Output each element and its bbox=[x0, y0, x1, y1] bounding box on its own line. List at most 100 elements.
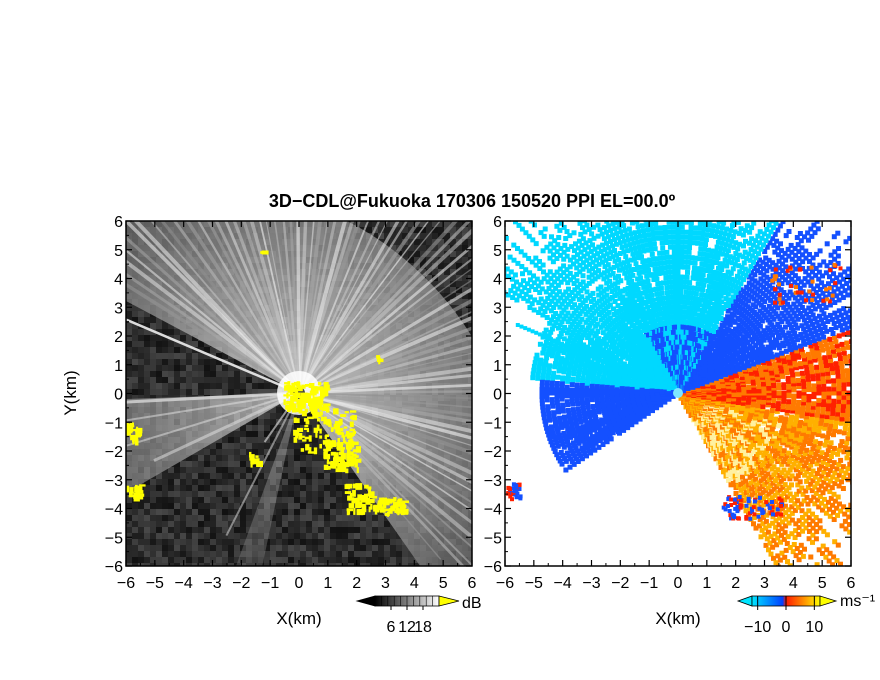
flagged-echo-cell bbox=[136, 488, 143, 494]
reflectivity-speckle-cell bbox=[186, 371, 192, 377]
flagged-echo-cell bbox=[358, 509, 365, 515]
reflectivity-speckle-cell bbox=[228, 449, 234, 455]
reflectivity-speckle-cell bbox=[186, 467, 192, 473]
reflectivity-speckle-cell bbox=[342, 509, 348, 515]
reflectivity-speckle-cell bbox=[150, 521, 156, 527]
reflectivity-speckle-cell bbox=[144, 323, 150, 329]
flagged-echo-cell bbox=[296, 399, 303, 403]
velocity-cell bbox=[757, 523, 762, 529]
reflectivity-ray bbox=[297, 221, 472, 395]
velocity-cell bbox=[827, 458, 833, 463]
reflectivity-speckle-cell bbox=[144, 347, 150, 353]
reflectivity-speckle-cell bbox=[306, 539, 312, 545]
reflectivity-speckle-cell bbox=[324, 473, 330, 479]
velocity-cell bbox=[814, 522, 819, 527]
reflectivity-speckle-cell bbox=[162, 515, 168, 521]
reflectivity-speckle-cell bbox=[210, 521, 216, 527]
velocity-cell bbox=[781, 467, 787, 473]
reflectivity-speckle-cell bbox=[264, 563, 270, 566]
reflectivity-speckle-cell bbox=[396, 545, 402, 551]
reflectivity-speckle-cell bbox=[378, 539, 384, 545]
y-tick-label: −3 bbox=[105, 473, 123, 490]
velocity-cell bbox=[789, 531, 795, 537]
flagged-echo-cell bbox=[329, 442, 333, 449]
reflectivity-speckle-cell bbox=[174, 359, 180, 365]
velocity-cell bbox=[778, 478, 784, 484]
reflectivity-speckle-cell bbox=[216, 383, 222, 389]
reflectivity-speckle-cell bbox=[354, 479, 360, 485]
reflectivity-speckle-cell bbox=[414, 563, 420, 566]
reflectivity-speckle-cell bbox=[174, 527, 180, 533]
reflectivity-speckle-cell bbox=[252, 443, 258, 449]
reflectivity-speckle-cell bbox=[174, 341, 180, 347]
reflectivity-speckle-cell bbox=[144, 521, 150, 527]
reflectivity-speckle-cell bbox=[270, 455, 276, 461]
velocity-cell bbox=[783, 523, 789, 529]
velocity-cell bbox=[777, 445, 783, 451]
reflectivity-speckle-cell bbox=[396, 563, 402, 566]
reflectivity-speckle-cell bbox=[150, 359, 156, 365]
flagged-echo-cell bbox=[291, 395, 299, 402]
velocity-cell bbox=[766, 491, 772, 497]
reflectivity-ray bbox=[232, 221, 301, 394]
velocity-cell bbox=[826, 558, 832, 564]
reflectivity-speckle-cell bbox=[210, 449, 216, 455]
reflectivity-speckle-cell bbox=[216, 497, 222, 503]
reflectivity-speckle-cell bbox=[342, 503, 348, 509]
velocity-cell bbox=[723, 468, 728, 474]
reflectivity-speckle-cell bbox=[240, 539, 246, 545]
velocity-cell bbox=[732, 412, 738, 418]
reflectivity-speckle-cell bbox=[294, 509, 300, 515]
reflectivity-speckle-cell bbox=[264, 431, 270, 437]
reflectivity-speckle-cell bbox=[450, 263, 456, 269]
flagged-echo-cell bbox=[369, 492, 374, 496]
flagged-echo-cell bbox=[315, 387, 319, 394]
reflectivity-speckle-cell bbox=[432, 233, 438, 239]
velocity-cell bbox=[725, 433, 731, 439]
reflectivity-speckle-cell bbox=[204, 371, 210, 377]
flagged-echo-cell bbox=[128, 495, 134, 498]
reflectivity-speckle-cell bbox=[396, 533, 402, 539]
reflectivity-speckle-cell bbox=[132, 317, 138, 323]
velocity-cell bbox=[785, 559, 790, 565]
reflectivity-speckle-cell bbox=[144, 557, 150, 563]
reflectivity-speckle-cell bbox=[150, 323, 156, 329]
velocity-cell bbox=[813, 515, 819, 520]
velocity-cell bbox=[861, 511, 866, 516]
reflectivity-speckle-cell bbox=[234, 431, 240, 437]
reflectivity-speckle-cell bbox=[258, 449, 264, 455]
reflectivity-speckle-cell bbox=[156, 551, 162, 557]
flagged-echo-cell bbox=[304, 408, 309, 413]
reflectivity-speckle-cell bbox=[372, 539, 378, 545]
reflectivity-ray bbox=[297, 221, 459, 395]
velocity-cell bbox=[847, 472, 851, 478]
flagged-echo-cell bbox=[283, 394, 290, 397]
reflectivity-speckle-cell bbox=[132, 353, 138, 359]
velocity-cell bbox=[866, 521, 871, 526]
reflectivity-speckle-cell bbox=[222, 557, 228, 563]
velocity-cell bbox=[724, 454, 730, 460]
flagged-echo-cell bbox=[126, 426, 133, 434]
reflectivity-speckle-cell bbox=[204, 491, 210, 497]
reflectivity-ray bbox=[298, 391, 472, 434]
reflectivity-speckle-cell bbox=[210, 497, 216, 503]
reflectivity-speckle-cell bbox=[300, 539, 306, 545]
reflectivity-speckle-cell bbox=[180, 347, 186, 353]
reflectivity-speckle-cell bbox=[168, 503, 174, 509]
velocity-cell bbox=[866, 529, 871, 534]
reflectivity-speckle-cell bbox=[192, 335, 198, 341]
reflectivity-speckle-cell bbox=[132, 503, 138, 509]
reflectivity-speckle-cell bbox=[390, 557, 396, 563]
reflectivity-speckle-cell bbox=[132, 509, 138, 515]
reflectivity-speckle-cell bbox=[330, 557, 336, 563]
velocity-cell bbox=[800, 515, 805, 520]
velocity-cell bbox=[820, 551, 825, 556]
velocity-cell bbox=[847, 529, 851, 535]
velocity-cell bbox=[773, 431, 779, 437]
reflectivity-speckle-cell bbox=[246, 419, 252, 425]
velocity-cell bbox=[793, 458, 799, 464]
velocity-cell bbox=[840, 486, 846, 491]
reflectivity-speckle-cell bbox=[174, 479, 180, 485]
velocity-cell bbox=[831, 509, 836, 515]
velocity-cell bbox=[875, 486, 880, 491]
